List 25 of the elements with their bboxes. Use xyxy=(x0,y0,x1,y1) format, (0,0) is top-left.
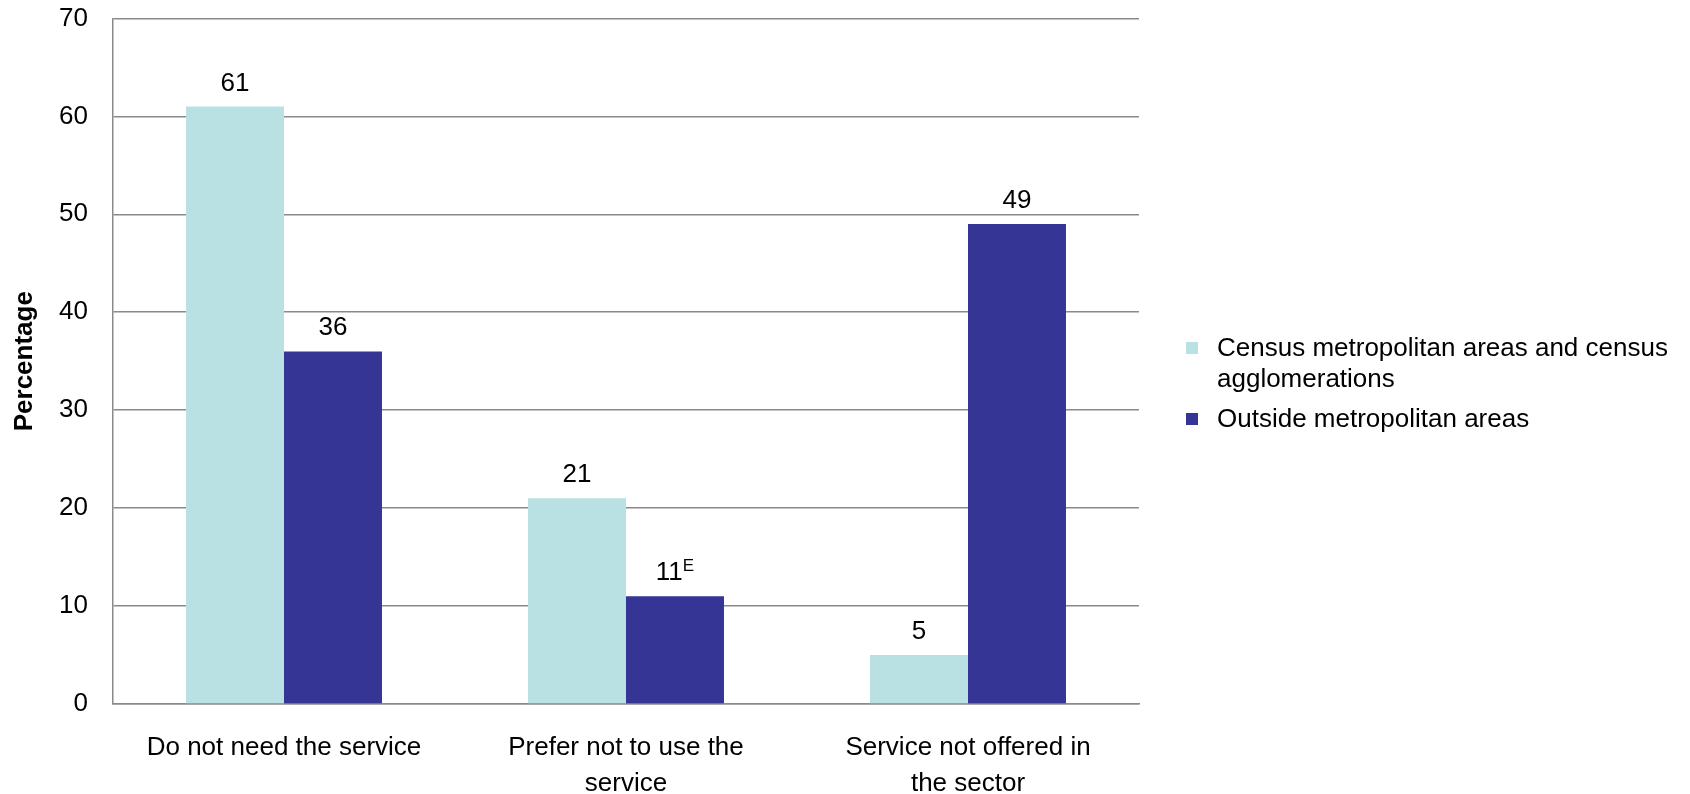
y-tick-label: 30 xyxy=(59,393,88,424)
y-tick-label: 20 xyxy=(59,491,88,522)
bar xyxy=(626,596,724,704)
legend-label: Outside metropolitan areas xyxy=(1217,403,1530,434)
x-tick-label: Prefer not to use the service xyxy=(508,731,744,794)
data-label: 21 xyxy=(562,458,592,489)
data-label: 5 xyxy=(911,615,927,646)
data-label: 36 xyxy=(318,311,348,342)
x-tick-label: Do not need the service xyxy=(146,731,422,762)
y-tick-label: 60 xyxy=(59,99,88,130)
data-label: 49 xyxy=(1002,184,1032,215)
legend-label: Census metropolitan areas and census agglomerations xyxy=(1217,332,1669,394)
bar xyxy=(284,351,382,704)
y-tick-label: 50 xyxy=(59,197,88,228)
x-tick-label: Service not offered in the sector xyxy=(845,731,1091,794)
bar xyxy=(186,106,284,704)
bar xyxy=(968,224,1066,704)
bar xyxy=(870,655,968,704)
data-label: 61 xyxy=(220,66,250,97)
bar xyxy=(528,498,626,704)
y-tick-label: 40 xyxy=(59,295,88,326)
y-tick-label: 10 xyxy=(59,589,88,620)
y-tick-label: 0 xyxy=(73,687,88,718)
y-axis-title: Percentage xyxy=(7,291,38,432)
y-tick-label: 70 xyxy=(59,1,88,32)
